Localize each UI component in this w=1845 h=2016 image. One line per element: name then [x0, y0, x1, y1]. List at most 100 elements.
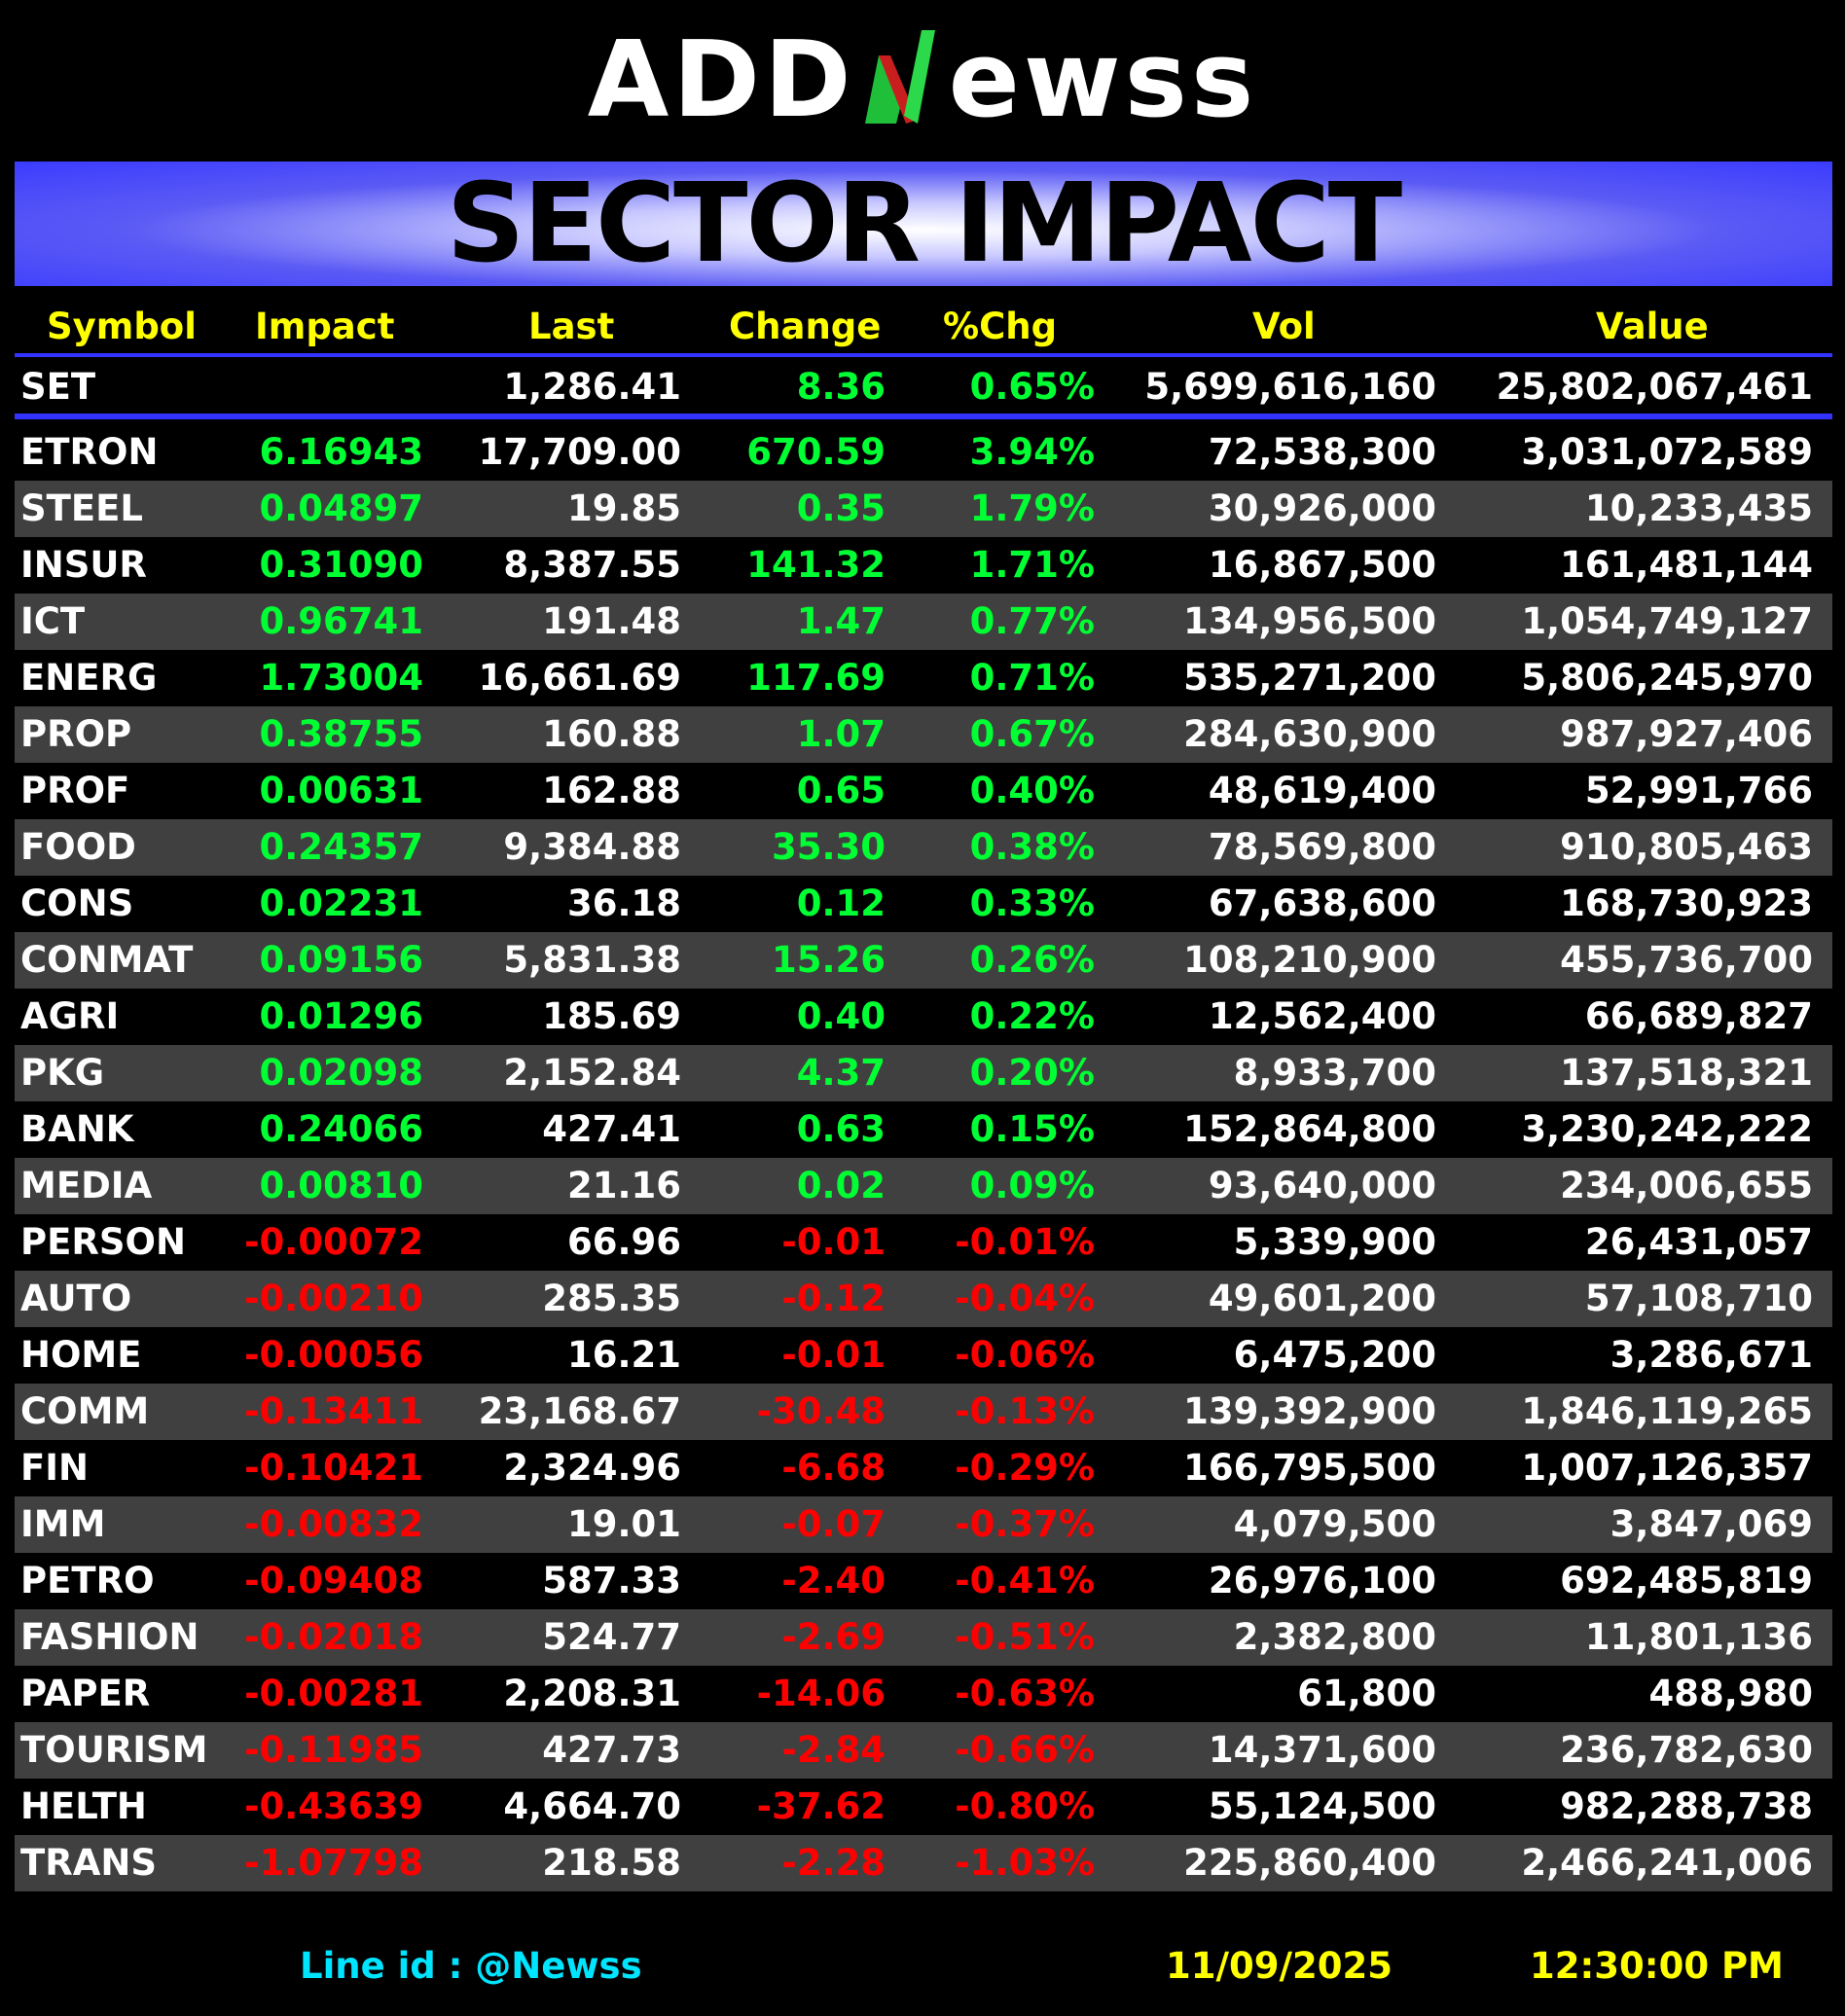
cell-pct: -0.37% — [955, 1503, 1095, 1545]
cell-value: 488,980 — [1648, 1673, 1813, 1714]
cell-change: 117.69 — [746, 657, 886, 699]
cell-symbol: PROF — [20, 770, 130, 811]
cell-vol: 6,475,200 — [1233, 1334, 1436, 1376]
cell-pct: -0.41% — [955, 1560, 1095, 1602]
report-date: 11/09/2025 — [1166, 1945, 1393, 1987]
cell-pct: 0.67% — [969, 713, 1095, 755]
cell-last: 17,709.00 — [478, 431, 681, 473]
cell-pct: -0.51% — [955, 1616, 1095, 1658]
cell-vol: 152,864,800 — [1183, 1108, 1436, 1150]
report-time: 12:30:00 PM — [1530, 1945, 1784, 1987]
cell-vol: 55,124,500 — [1208, 1785, 1436, 1827]
table-row: PERSON -0.00072 66.96 -0.01 -0.01% 5,339,900 2… — [15, 1214, 1832, 1271]
table-row: PROP 0.38755 160.88 1.07 0.67% 284,630,900 987… — [15, 706, 1832, 763]
cell-value: 11,801,136 — [1584, 1616, 1813, 1658]
cell-last: 8,387.55 — [503, 544, 681, 586]
table-row: INSUR 0.31090 8,387.55 141.32 1.71% 16,867,50… — [15, 537, 1832, 594]
cell-vol: 49,601,200 — [1208, 1278, 1436, 1319]
set-symbol: SET — [20, 366, 96, 408]
cell-change: 0.02 — [796, 1165, 886, 1206]
cell-pct: 0.22% — [969, 995, 1095, 1037]
cell-impact: -0.43639 — [244, 1785, 423, 1827]
cell-impact: 6.16943 — [259, 431, 423, 473]
cell-impact: 0.02231 — [259, 882, 423, 924]
cell-pct: -0.80% — [955, 1785, 1095, 1827]
cell-impact: -0.02018 — [244, 1616, 423, 1658]
cell-value: 52,991,766 — [1584, 770, 1813, 811]
cell-pct: 1.71% — [969, 544, 1095, 586]
cell-change: 0.40 — [796, 995, 886, 1037]
table-row: FASHION -0.02018 524.77 -2.69 -0.51% 2,382,80… — [15, 1609, 1832, 1666]
cell-last: 427.73 — [542, 1729, 681, 1771]
cell-vol: 225,860,400 — [1183, 1842, 1436, 1884]
cell-symbol: CONMAT — [20, 939, 194, 981]
table-row: ETRON 6.16943 17,709.00 670.59 3.94% 72,538,3… — [15, 424, 1832, 481]
col-header-change: Change — [729, 306, 882, 347]
cell-impact: -0.00072 — [244, 1221, 423, 1263]
table-row: HELTH -0.43639 4,664.70 -37.62 -0.80% 55,124,… — [15, 1779, 1832, 1835]
cell-change: -2.69 — [781, 1616, 886, 1658]
cell-vol: 535,271,200 — [1183, 657, 1436, 699]
cell-change: -2.28 — [781, 1842, 886, 1884]
cell-pct: 0.26% — [969, 939, 1095, 981]
cell-vol: 26,976,100 — [1208, 1560, 1436, 1602]
cell-vol: 5,339,900 — [1233, 1221, 1436, 1263]
cell-last: 162.88 — [542, 770, 681, 811]
cell-vol: 108,210,900 — [1183, 939, 1436, 981]
table-row: AGRI 0.01296 185.69 0.40 0.22% 12,562,400 66,6… — [15, 989, 1832, 1045]
cell-symbol: ETRON — [20, 431, 159, 473]
cell-symbol: ICT — [20, 600, 86, 642]
col-header-pct: %Chg — [943, 306, 1058, 347]
cell-symbol: HOME — [20, 1334, 142, 1376]
cell-vol: 134,956,500 — [1183, 600, 1436, 642]
cell-last: 19.01 — [566, 1503, 681, 1545]
table-row: FIN -0.10421 2,324.96 -6.68 -0.29% 166,795,50… — [15, 1440, 1832, 1496]
cell-last: 427.41 — [542, 1108, 681, 1150]
sector-table: ETRON 6.16943 17,709.00 670.59 3.94% 72,538,3… — [15, 424, 1832, 1891]
sector-impact-banner: SECTOR IMPACT — [15, 162, 1832, 286]
cell-pct: -0.63% — [955, 1673, 1095, 1714]
cell-symbol: TRANS — [20, 1842, 157, 1884]
cell-impact: 1.73004 — [259, 657, 423, 699]
cell-value: 57,108,710 — [1584, 1278, 1813, 1319]
cell-symbol: PERSON — [20, 1221, 186, 1263]
cell-change: 0.35 — [796, 487, 886, 529]
set-divider — [15, 414, 1832, 419]
cell-value: 66,689,827 — [1584, 995, 1813, 1037]
cell-vol: 67,638,600 — [1208, 882, 1436, 924]
cell-symbol: TOURISM — [20, 1729, 208, 1771]
table-row: TRANS -1.07798 218.58 -2.28 -1.03% 225,860,40… — [15, 1835, 1832, 1891]
cell-pct: 0.40% — [969, 770, 1095, 811]
cell-change: -30.48 — [756, 1390, 886, 1432]
cell-last: 9,384.88 — [503, 826, 681, 868]
cell-symbol: AGRI — [20, 995, 120, 1037]
cell-symbol: PKG — [20, 1052, 105, 1094]
cell-symbol: INSUR — [20, 544, 147, 586]
cell-symbol: ENERG — [20, 657, 158, 699]
cell-last: 5,831.38 — [503, 939, 681, 981]
cell-last: 19.85 — [566, 487, 681, 529]
cell-value: 1,846,119,265 — [1521, 1390, 1813, 1432]
logo-text-right: ewss — [948, 19, 1258, 141]
cell-last: 2,324.96 — [503, 1447, 681, 1489]
set-change: 8.36 — [796, 366, 886, 408]
cell-impact: -0.00832 — [244, 1503, 423, 1545]
cell-symbol: CONS — [20, 882, 134, 924]
table-row: ICT 0.96741 191.48 1.47 0.77% 134,956,500 1,05… — [15, 594, 1832, 650]
cell-last: 191.48 — [542, 600, 681, 642]
cell-impact: -0.00210 — [244, 1278, 423, 1319]
cell-change: 141.32 — [746, 544, 886, 586]
cell-vol: 16,867,500 — [1208, 544, 1436, 586]
cell-symbol: IMM — [20, 1503, 106, 1545]
cell-value: 1,054,749,127 — [1521, 600, 1813, 642]
cell-vol: 12,562,400 — [1208, 995, 1436, 1037]
table-row: FOOD 0.24357 9,384.88 35.30 0.38% 78,569,800 9… — [15, 819, 1832, 876]
cell-value: 137,518,321 — [1560, 1052, 1813, 1094]
cell-value: 982,288,738 — [1560, 1785, 1813, 1827]
table-row: ENERG 1.73004 16,661.69 117.69 0.71% 535,271,… — [15, 650, 1832, 706]
cell-pct: 3.94% — [969, 431, 1095, 473]
cell-pct: -0.04% — [955, 1278, 1095, 1319]
cell-impact: 0.00810 — [259, 1165, 423, 1206]
cell-vol: 61,800 — [1297, 1673, 1436, 1714]
table-row: IMM -0.00832 19.01 -0.07 -0.37% 4,079,500 3,84… — [15, 1496, 1832, 1553]
